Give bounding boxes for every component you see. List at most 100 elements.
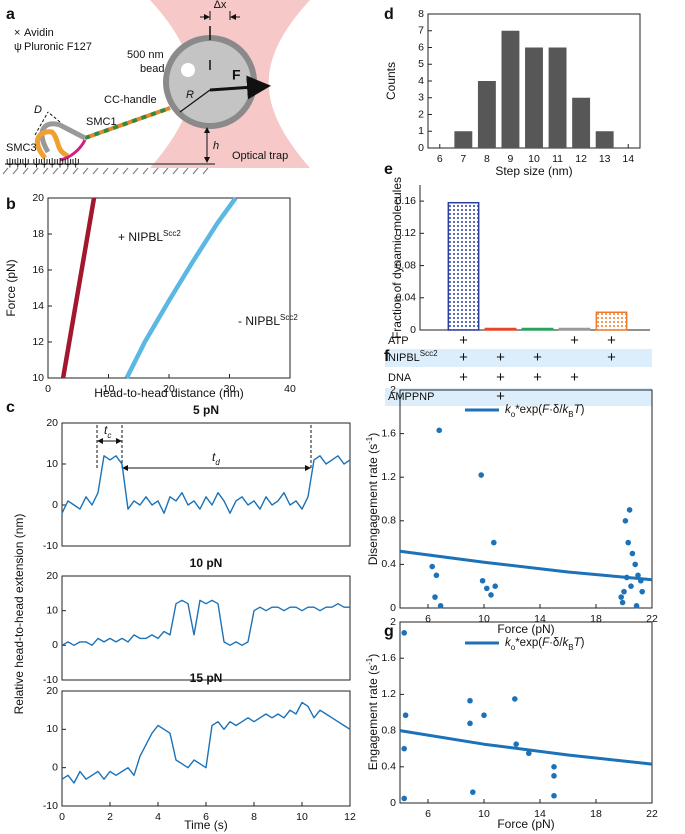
legend-part: F: [542, 404, 550, 416]
annotation: - NIPBLScc2: [238, 313, 298, 329]
y-tick-label: 0: [52, 639, 58, 651]
annotation-part: t: [104, 423, 108, 437]
x-axis-label: Force (pN): [497, 622, 554, 636]
point: [432, 594, 438, 600]
force-arrow: [209, 75, 271, 100]
y-axis-label-part: ): [366, 654, 380, 658]
legend-part: k: [505, 637, 512, 649]
x-tick-label: 9: [508, 153, 514, 165]
legend-label: Pluronic F127: [24, 41, 92, 53]
table-cell: +: [459, 369, 468, 386]
point: [467, 697, 473, 704]
annotation-part: t: [212, 450, 216, 464]
legend-part: k: [563, 404, 570, 416]
table-cell: +: [533, 369, 542, 386]
x-axis-label: Time (s): [184, 818, 228, 832]
chart-title: 5 pN: [193, 403, 219, 417]
y-tick-label: 20: [46, 417, 58, 429]
x-tick-label: 22: [646, 613, 658, 625]
fit-line: [124, 196, 238, 380]
legend-part: ·δ/: [549, 637, 563, 649]
x-tick-label: 7: [460, 153, 466, 165]
plot-frame: [47, 197, 291, 379]
x-tick-label: 12: [344, 811, 356, 823]
legend-part: o: [511, 643, 516, 652]
surface-hatch: [2, 167, 209, 175]
row-label: ATP: [388, 335, 409, 347]
point: [437, 603, 444, 609]
d-bar: [47, 111, 61, 123]
trace: [61, 701, 351, 784]
y-axis-label: Relative head-to-head extension (nm): [12, 514, 26, 715]
x-tick-label: 40: [284, 383, 296, 395]
panel-label: f: [384, 348, 390, 365]
y-tick-label: 0: [52, 761, 58, 773]
plot-frame: [61, 575, 351, 681]
y-tick-label: 10: [46, 458, 58, 470]
y-tick-label: 12: [32, 336, 44, 348]
legend-part: T: [574, 637, 582, 649]
y-tick-label: 1: [418, 125, 424, 137]
y-tick-label: 10: [46, 723, 58, 735]
trace: [61, 599, 350, 646]
point: [633, 603, 640, 609]
x-tick-label: 14: [622, 153, 634, 165]
x-tick-label: 18: [590, 613, 602, 625]
x-tick-label: 0: [45, 383, 51, 395]
point: [401, 795, 408, 802]
legend-part: ): [581, 404, 585, 416]
bar: [447, 201, 480, 331]
point: [484, 585, 490, 592]
x-axis-label: Force (pN): [497, 817, 554, 831]
y-axis-label: Disengagement rate (s-1): [365, 433, 381, 566]
radius-line: [179, 89, 211, 113]
trace: [61, 455, 351, 514]
diagram: × ψ ψψψ ψψψψψψ a Avidin Pluronic F127 50…: [2, 0, 310, 175]
point: [479, 577, 486, 584]
y-axis-label: Force (pN): [4, 259, 18, 316]
x-tick-label: 10: [478, 808, 490, 820]
y-tick-label: 0: [418, 142, 424, 154]
label: 500 nm: [127, 49, 164, 61]
point: [429, 563, 436, 570]
y-tick-label: 0.04: [396, 292, 417, 304]
x-tick-label: 8: [484, 153, 490, 165]
y-tick-label: 1.6: [381, 427, 396, 439]
smc1: [39, 121, 87, 154]
annotation: + NIPBLScc2: [118, 229, 181, 245]
bar: [484, 327, 517, 331]
point: [492, 583, 499, 589]
y-tick-label: -10: [43, 540, 58, 552]
point: [629, 550, 636, 557]
y-tick-label: 0: [390, 797, 396, 809]
label: SMC3: [6, 142, 37, 154]
point: [618, 594, 624, 600]
panel-label: c: [6, 399, 15, 416]
table-cell: +: [607, 349, 616, 366]
x-tick-label: 10: [528, 153, 540, 165]
x-tick-label: 30: [224, 383, 236, 395]
table-cell: +: [459, 332, 468, 349]
y-tick-label: 14: [32, 300, 44, 312]
row-label-part: NIPBL: [388, 352, 420, 364]
y-tick-label: 0: [390, 602, 396, 614]
y-tick-label: 6: [418, 41, 424, 53]
x-tick-label: 10: [296, 811, 308, 823]
y-axis-label: Engagement rate (s-1): [365, 654, 381, 771]
hist-bar: [477, 81, 496, 148]
y-tick-label: 0: [410, 324, 416, 336]
table-cell: +: [533, 349, 542, 366]
x-axis-label: Step size (nm): [495, 164, 572, 178]
row-label-part: ATP: [388, 335, 409, 347]
label: D: [34, 104, 42, 116]
fit-line: [60, 197, 97, 379]
legend-part: *exp(: [515, 637, 542, 649]
x-tick-label: 6: [437, 153, 443, 165]
avidin-icon: ×: [14, 27, 20, 39]
chart-title: 10 pN: [190, 556, 223, 570]
x-tick-label: 11: [552, 153, 563, 165]
panel-label: a: [6, 6, 15, 23]
table-cell: +: [570, 369, 579, 386]
bar: [521, 327, 554, 331]
y-tick-label: 16: [32, 264, 44, 276]
